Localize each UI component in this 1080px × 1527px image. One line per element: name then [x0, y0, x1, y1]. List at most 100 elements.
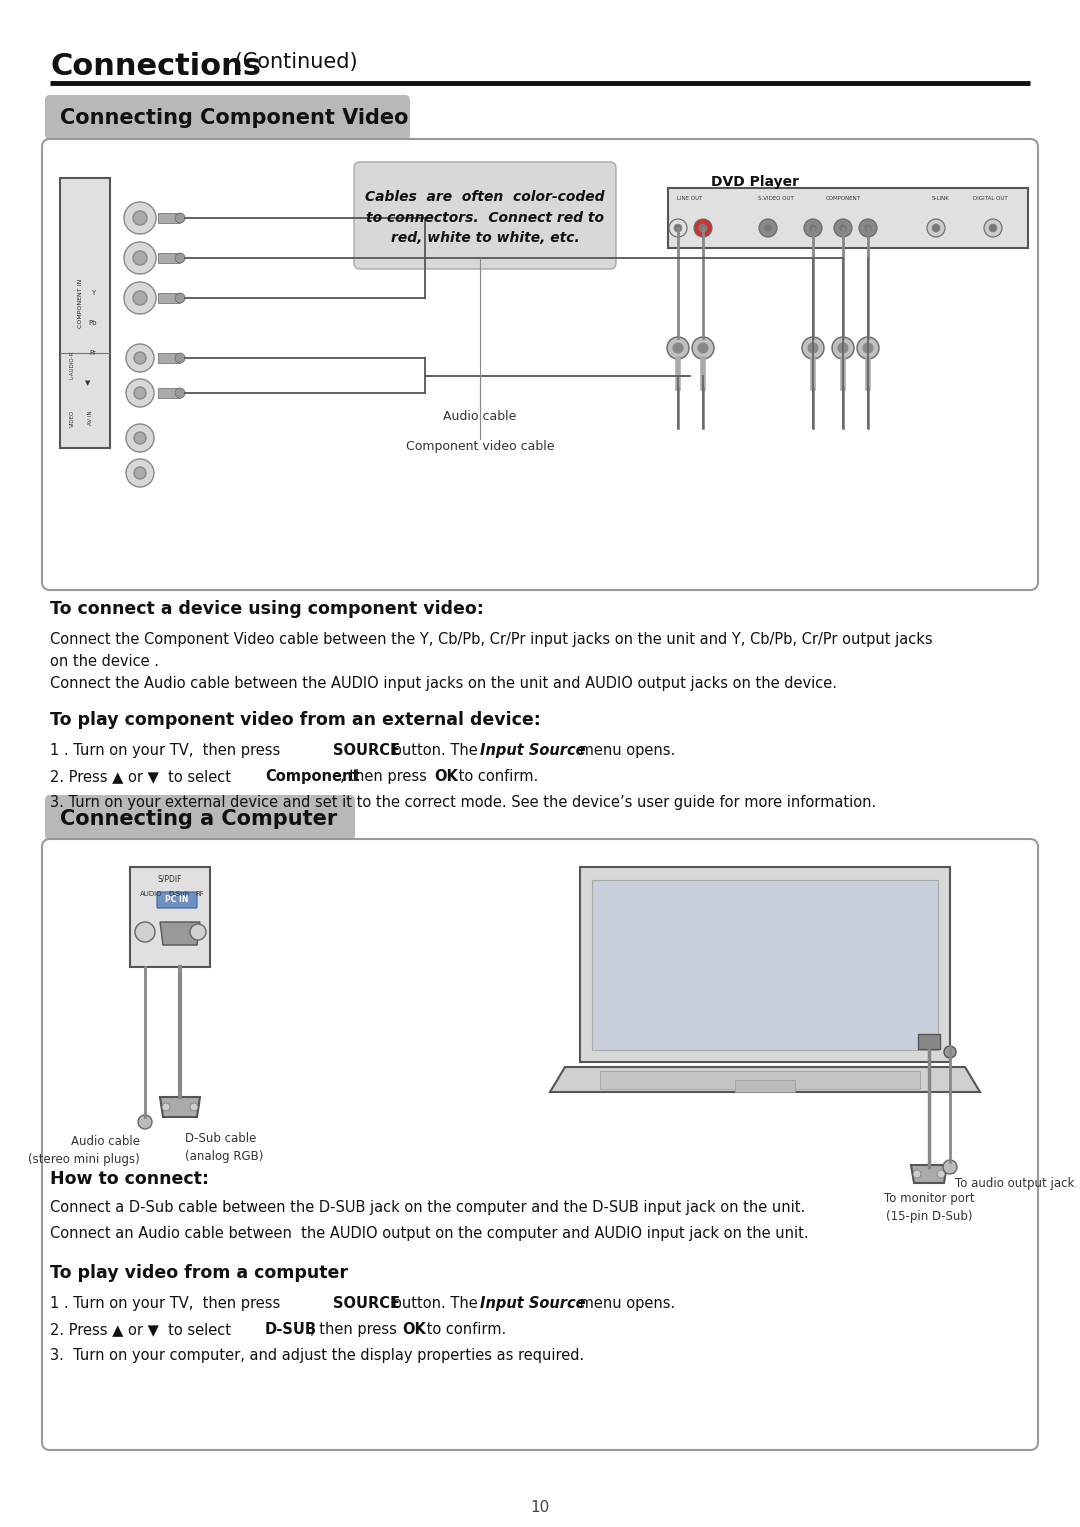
Bar — [158, 388, 180, 399]
Text: Pr: Pr — [90, 350, 96, 356]
Text: DVD Player: DVD Player — [711, 176, 799, 189]
Circle shape — [937, 1170, 945, 1177]
Text: COMPONENT: COMPONENT — [825, 195, 861, 202]
Circle shape — [804, 218, 822, 237]
Text: D-Sub cable
(analog RGB): D-Sub cable (analog RGB) — [185, 1132, 264, 1164]
Circle shape — [190, 1102, 198, 1112]
Circle shape — [984, 218, 1002, 237]
Text: AUDIO: AUDIO — [140, 890, 162, 896]
Circle shape — [175, 353, 185, 363]
Circle shape — [834, 218, 852, 237]
Text: COMPONENT IN: COMPONENT IN — [78, 278, 82, 328]
Circle shape — [124, 241, 156, 273]
Text: 2. Press ▲ or ▼  to select: 2. Press ▲ or ▼ to select — [50, 770, 235, 783]
Circle shape — [669, 218, 687, 237]
Bar — [158, 253, 180, 263]
Text: Connections: Connections — [50, 52, 261, 81]
Bar — [918, 1034, 940, 1049]
Circle shape — [699, 224, 707, 232]
FancyBboxPatch shape — [42, 838, 1038, 1451]
Text: AV IN: AV IN — [87, 411, 93, 426]
Circle shape — [162, 1102, 170, 1112]
Circle shape — [838, 344, 848, 353]
FancyBboxPatch shape — [354, 162, 616, 269]
Text: To play component video from an external device:: To play component video from an external… — [50, 712, 541, 728]
Circle shape — [667, 337, 689, 359]
Bar — [158, 293, 180, 302]
Text: menu opens.: menu opens. — [575, 1296, 675, 1312]
Text: To connect a device using component video:: To connect a device using component vide… — [50, 600, 484, 618]
Circle shape — [124, 282, 156, 315]
Text: S-LINK: S-LINK — [931, 195, 949, 202]
Text: D-SUB: D-SUB — [265, 1322, 318, 1338]
Polygon shape — [160, 1096, 200, 1116]
Circle shape — [809, 224, 816, 232]
Text: Cables  are  often  color-coded
to connectors.  Connect red to
red, white to whi: Cables are often color-coded to connecto… — [365, 189, 605, 246]
Text: to confirm.: to confirm. — [454, 770, 538, 783]
Text: To play video from a computer: To play video from a computer — [50, 1264, 348, 1283]
Text: Pb: Pb — [89, 321, 97, 325]
Circle shape — [932, 224, 940, 232]
Text: Connecting a Computer: Connecting a Computer — [60, 809, 337, 829]
Circle shape — [927, 218, 945, 237]
FancyBboxPatch shape — [45, 95, 410, 140]
Text: 3. Turn on your external device and set it to the correct mode. See the device’s: 3. Turn on your external device and set … — [50, 796, 876, 809]
FancyBboxPatch shape — [42, 139, 1038, 589]
Bar — [158, 212, 180, 223]
Circle shape — [808, 344, 818, 353]
Text: LINE OUT: LINE OUT — [677, 195, 703, 202]
Circle shape — [859, 218, 877, 237]
Text: Connect the Audio cable between the AUDIO input jacks on the unit and AUDIO outp: Connect the Audio cable between the AUDI… — [50, 676, 837, 692]
Text: To audio output jack: To audio output jack — [955, 1177, 1075, 1190]
Circle shape — [759, 218, 777, 237]
Bar — [130, 867, 210, 967]
Circle shape — [133, 211, 147, 224]
Text: How to connect:: How to connect: — [50, 1170, 210, 1188]
Circle shape — [839, 224, 847, 232]
Text: Input Source: Input Source — [480, 744, 585, 757]
Text: Connect an Audio cable between  the AUDIO output on the computer and AUDIO input: Connect an Audio cable between the AUDIO… — [50, 1226, 809, 1241]
Text: To monitor port
(15-pin D-Sub): To monitor port (15-pin D-Sub) — [883, 1193, 974, 1223]
Text: Audio cable
(stereo mini plugs): Audio cable (stereo mini plugs) — [28, 1135, 140, 1167]
Text: on the device .: on the device . — [50, 654, 159, 669]
Text: Input Source: Input Source — [480, 1296, 585, 1312]
Polygon shape — [550, 1067, 980, 1092]
Circle shape — [175, 388, 185, 399]
Text: D-Sub: D-Sub — [168, 890, 189, 896]
Text: DIGITAL OUT: DIGITAL OUT — [973, 195, 1008, 202]
Circle shape — [126, 425, 154, 452]
Bar — [669, 188, 1028, 247]
Text: Y: Y — [91, 290, 95, 296]
Text: 1 . Turn on your TV,  then press: 1 . Turn on your TV, then press — [50, 744, 285, 757]
Circle shape — [134, 467, 146, 479]
Circle shape — [692, 337, 714, 359]
Text: Connecting Component Video: Connecting Component Video — [60, 108, 408, 128]
Circle shape — [134, 432, 146, 444]
Text: VIDEO: VIDEO — [70, 409, 75, 426]
Circle shape — [135, 922, 156, 942]
Text: OK: OK — [402, 1322, 426, 1338]
Text: PC IN: PC IN — [165, 895, 189, 904]
Polygon shape — [580, 867, 950, 1061]
Circle shape — [944, 1046, 956, 1058]
Text: 10: 10 — [530, 1500, 550, 1515]
Circle shape — [673, 344, 683, 353]
Circle shape — [175, 253, 185, 263]
Circle shape — [138, 1115, 152, 1128]
Circle shape — [134, 386, 146, 399]
Bar — [158, 353, 180, 363]
Text: SOURCE: SOURCE — [333, 744, 400, 757]
Circle shape — [913, 1170, 921, 1177]
Text: Connect the Component Video cable between the Y, Cb/Pb, Cr/Pr input jacks on the: Connect the Component Video cable betwee… — [50, 632, 933, 647]
Circle shape — [943, 1161, 957, 1174]
Text: 1 . Turn on your TV,  then press: 1 . Turn on your TV, then press — [50, 1296, 285, 1312]
Text: Component: Component — [265, 770, 360, 783]
Text: 3.  Turn on your computer, and adjust the display properties as required.: 3. Turn on your computer, and adjust the… — [50, 1348, 584, 1364]
Text: Audio cable: Audio cable — [443, 411, 516, 423]
Circle shape — [133, 250, 147, 266]
Bar — [600, 1070, 920, 1089]
Text: , then press: , then press — [340, 770, 432, 783]
Circle shape — [698, 344, 708, 353]
Circle shape — [858, 337, 879, 359]
Text: S.VIDEO OUT: S.VIDEO OUT — [758, 195, 794, 202]
